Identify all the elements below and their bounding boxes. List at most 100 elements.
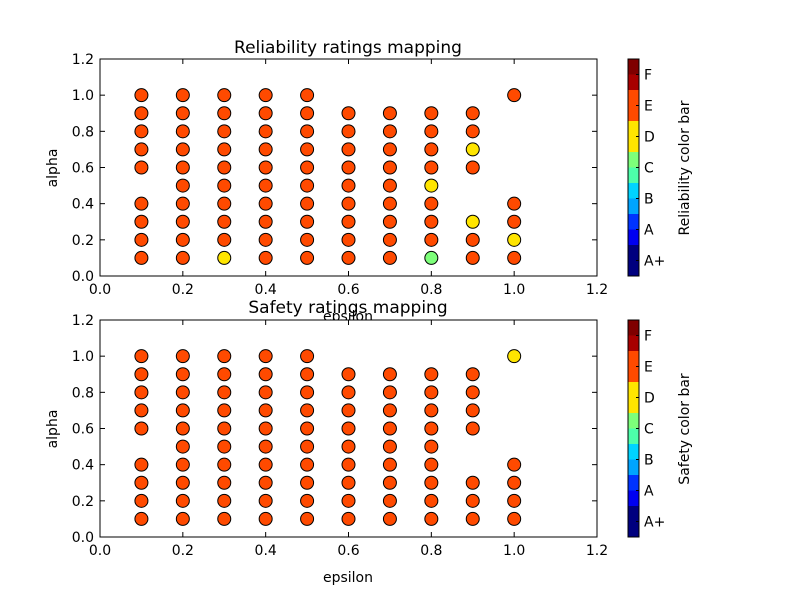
reliability-data-point (217, 196, 232, 211)
safety-plot-area: 0.0 0.2 0.4 0.6 0.8 1.0 1.2 0.0 0.2 0.4 0.6 0.8 1.0 1… (72, 313, 608, 559)
reliability-data-point (175, 160, 190, 175)
safety-data-point (175, 421, 190, 436)
safety-data-point (175, 493, 190, 508)
safety-data-point (300, 421, 315, 436)
safety-data-point (258, 511, 273, 526)
safety-data-point (134, 367, 149, 382)
reliability-data-point (175, 214, 190, 229)
safety-data-point (134, 493, 149, 508)
safety-data-point (465, 403, 480, 418)
reliability-data-point (382, 178, 397, 193)
reliability-data-point (217, 142, 232, 157)
safety-data-point (300, 475, 315, 490)
safety-data-point (217, 421, 232, 436)
safety-data-point (424, 385, 439, 400)
safety-data-point (382, 439, 397, 454)
safety-data-point (258, 421, 273, 436)
reliability-data-point (217, 178, 232, 193)
reliability-data-point (134, 124, 149, 139)
reliability-axis-ticks: 0.0 0.2 0.4 0.6 0.8 1.0 1.2 0.0 0.2 0.4 0.6 0.8 1.0 1… (72, 52, 608, 298)
reliability-data-point (175, 88, 190, 103)
reliability-colorbar-tick-label: F (644, 68, 652, 84)
safety-data-points (134, 349, 522, 526)
safety-data-point (465, 493, 480, 508)
reliability-data-point (424, 214, 439, 229)
reliability-data-point (134, 106, 149, 121)
safety-colorbar-tick-label: C (644, 422, 654, 438)
safety-data-point (465, 367, 480, 382)
reliability-colorbar-tick-label: A+ (644, 254, 665, 270)
safety-data-point (258, 349, 273, 364)
reliability-data-point (465, 124, 480, 139)
safety-colorbar-segment (628, 382, 639, 398)
reliability-data-point (341, 214, 356, 229)
safety-colorbar-segment (628, 335, 639, 351)
reliability-data-point (300, 142, 315, 157)
safety-data-point (341, 367, 356, 382)
reliability-data-point (217, 232, 232, 247)
reliability-data-point (424, 160, 439, 175)
reliability-colorbar-segment (628, 198, 639, 214)
reliability-data-point (300, 106, 315, 121)
reliability-y-tick-label: 1.2 (72, 52, 94, 68)
reliability-colorbar-tick-label: D (644, 130, 655, 146)
safety-x-tick-label: 1.2 (586, 543, 608, 559)
safety-colorbar-segment (628, 397, 639, 413)
reliability-colorbar-tick-label: A (644, 223, 654, 239)
safety-data-point (465, 475, 480, 490)
safety-colorbar-segment (628, 521, 639, 537)
safety-y-axis-label: alpha (45, 410, 61, 449)
reliability-data-point (217, 160, 232, 175)
safety-data-point (382, 385, 397, 400)
reliability-y-tick-label: 0.2 (72, 233, 94, 249)
reliability-data-point (134, 88, 149, 103)
reliability-data-point (507, 250, 522, 265)
safety-colorbar-tick-label: F (644, 329, 652, 345)
reliability-data-point (465, 160, 480, 175)
safety-data-point (134, 349, 149, 364)
reliability-x-tick-label: 1.0 (503, 282, 525, 298)
reliability-colorbar-segment (628, 152, 639, 168)
reliability-data-point (382, 250, 397, 265)
safety-data-point (175, 349, 190, 364)
reliability-data-point (424, 106, 439, 121)
reliability-colorbar-segment (628, 74, 639, 90)
reliability-data-point (382, 196, 397, 211)
safety-data-point (465, 385, 480, 400)
safety-y-tick-label: 0.6 (72, 422, 94, 438)
reliability-data-point (341, 232, 356, 247)
reliability-colorbar-segment (628, 214, 639, 230)
safety-data-point (382, 511, 397, 526)
safety-data-point (507, 493, 522, 508)
reliability-data-point (258, 88, 273, 103)
safety-data-point (300, 403, 315, 418)
reliability-data-point (300, 196, 315, 211)
reliability-data-point (382, 124, 397, 139)
reliability-data-point (341, 142, 356, 157)
reliability-data-point (507, 88, 522, 103)
reliability-data-point (258, 232, 273, 247)
reliability-colorbar-segment (628, 59, 639, 75)
safety-data-point (134, 403, 149, 418)
reliability-data-point (424, 250, 439, 265)
safety-colorbar-segment (628, 428, 639, 444)
safety-data-point (507, 349, 522, 364)
reliability-data-point (134, 142, 149, 157)
reliability-data-point (424, 124, 439, 139)
reliability-data-point (175, 142, 190, 157)
safety-data-point (258, 439, 273, 454)
reliability-x-tick-label: 0.2 (172, 282, 194, 298)
reliability-colorbar-segment (628, 121, 639, 137)
safety-y-tick-label: 0.0 (72, 530, 94, 546)
safety-data-point (134, 457, 149, 472)
safety-data-point (258, 367, 273, 382)
safety-data-point (382, 367, 397, 382)
safety-data-point (341, 493, 356, 508)
reliability-colorbar-segment (628, 105, 639, 121)
reliability-data-point (341, 160, 356, 175)
reliability-colorbar-tick-label: C (644, 161, 654, 177)
safety-data-point (258, 385, 273, 400)
safety-colorbar-segment (628, 413, 639, 429)
